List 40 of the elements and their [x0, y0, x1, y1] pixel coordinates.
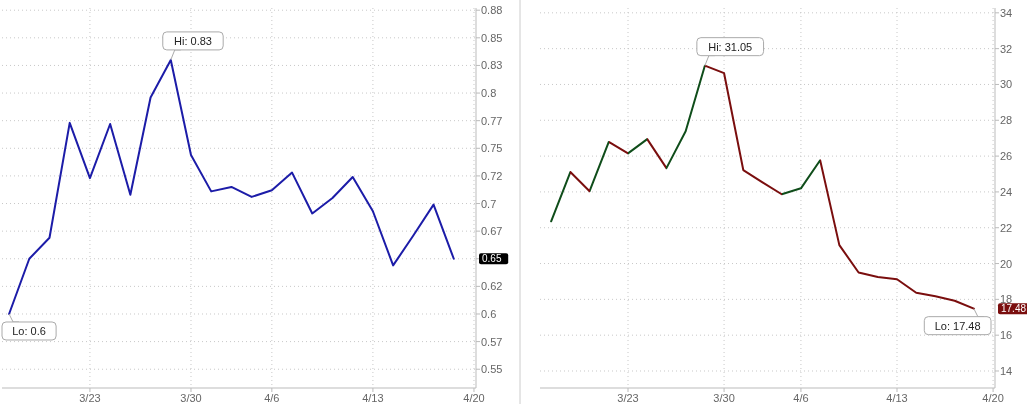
text: 0.65	[482, 253, 502, 265]
x-tick-label: 3/23	[79, 392, 101, 404]
y-tick-label: 0.72	[481, 169, 503, 182]
annotation: Lo: 0.6	[12, 324, 46, 337]
y-tick-label: 16	[1000, 329, 1013, 342]
text: 17.48	[1001, 303, 1027, 315]
y-tick-label: 0.77	[481, 114, 503, 127]
y-tick-label: 34	[1000, 6, 1013, 19]
y-tick-label: 30	[1000, 78, 1013, 91]
x-tick-label: 4/20	[982, 392, 1004, 404]
y-tick-label: 20	[1000, 257, 1013, 270]
y-tick-label: 0.75	[481, 142, 503, 155]
y-tick-label: 0.57	[481, 335, 503, 348]
y-tick-label: 22	[1000, 221, 1013, 234]
y-tick-label: 28	[1000, 114, 1013, 127]
x-tick-label: 4/13	[362, 392, 384, 404]
y-tick-label: 0.62	[481, 280, 503, 293]
y-tick-label: 0.7	[481, 197, 497, 210]
x-tick-label: 3/23	[617, 392, 639, 404]
x-tick-label: 3/30	[713, 392, 735, 404]
x-tick-label: 3/30	[180, 392, 202, 404]
x-tick-label: 4/6	[793, 392, 809, 404]
y-tick-label: 0.55	[481, 363, 503, 376]
y-tick-label: 0.8	[481, 87, 497, 100]
y-tick-label: 0.88	[481, 4, 503, 17]
x-tick-label: 4/6	[264, 392, 280, 404]
x-tick-label: 4/13	[886, 392, 908, 404]
annotation: Lo: 17.48	[934, 319, 981, 332]
y-tick-label: 0.83	[481, 59, 503, 72]
y-tick-label: 24	[1000, 185, 1013, 198]
annotation: Hi: 0.83	[174, 34, 212, 47]
y-tick-label: 26	[1000, 150, 1013, 163]
y-tick-label: 14	[1000, 364, 1013, 377]
y-tick-label: 0.85	[481, 31, 503, 44]
y-tick-label: 0.6	[481, 307, 497, 320]
x-tick-label: 4/20	[463, 392, 485, 404]
annotation: Hi: 31.05	[708, 40, 753, 53]
y-tick-label: 32	[1000, 42, 1013, 55]
y-tick-label: 18	[1000, 293, 1013, 306]
y-tick-label: 0.67	[481, 225, 503, 238]
